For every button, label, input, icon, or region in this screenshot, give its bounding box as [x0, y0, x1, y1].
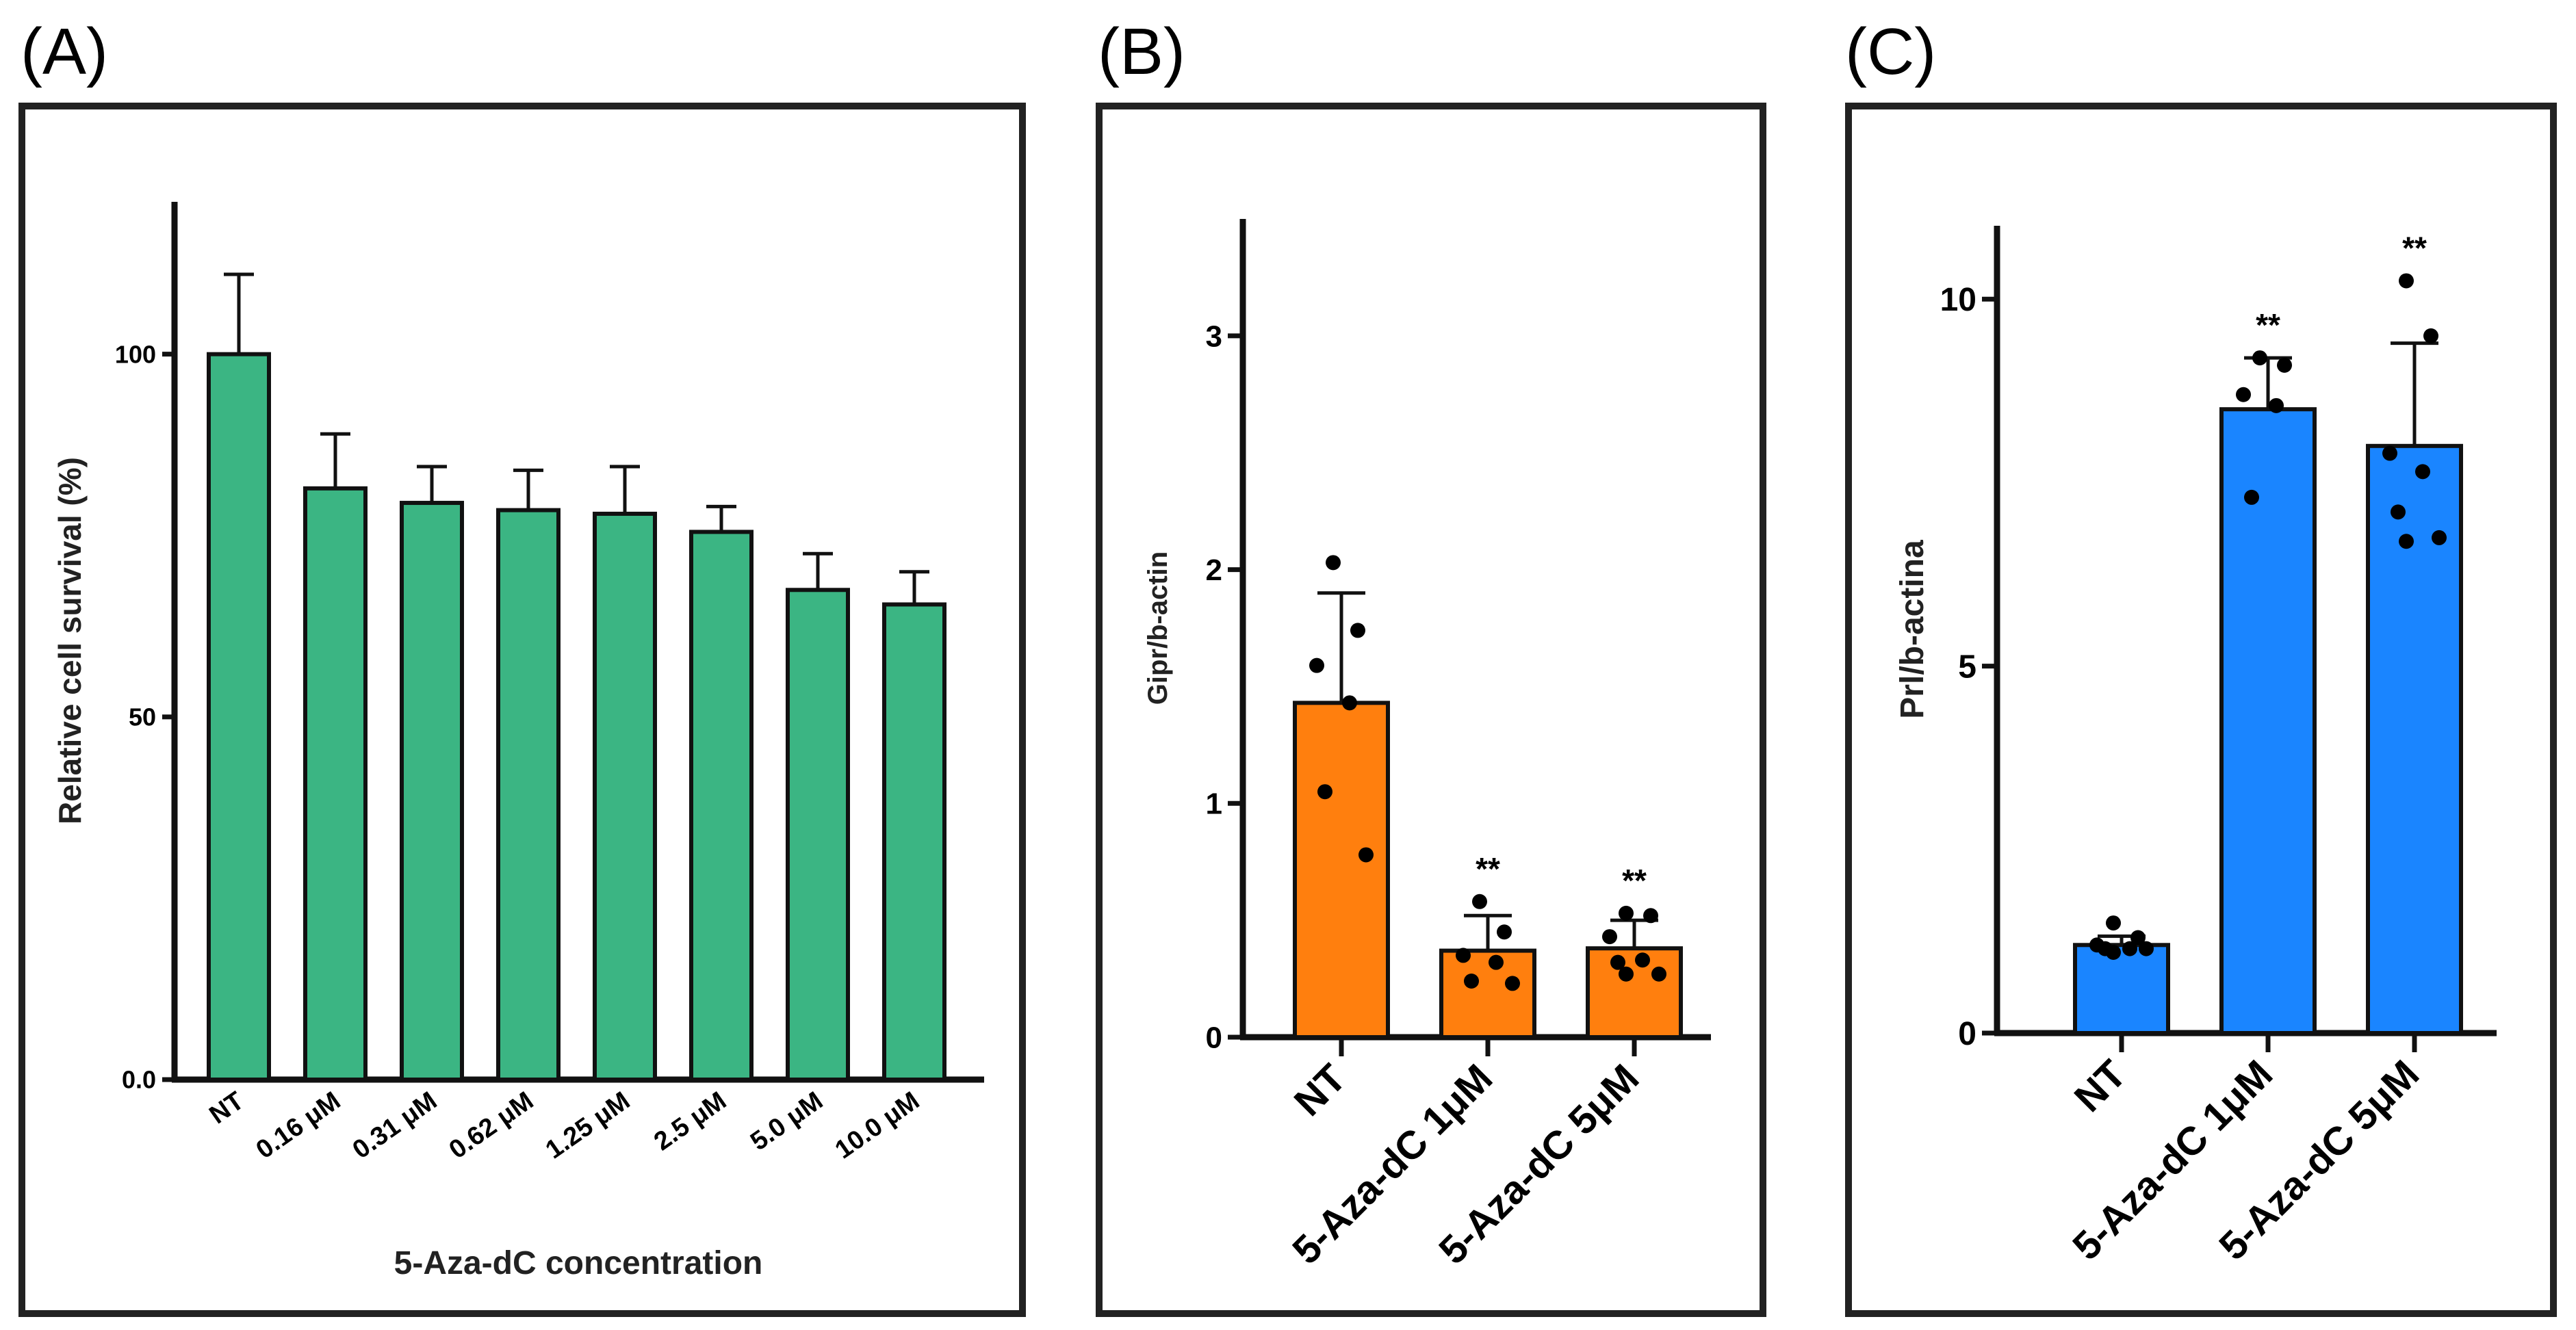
data-point — [2423, 328, 2438, 343]
panel-a-label: (A) — [21, 15, 108, 88]
x-axis-title: 5-Aza-dC concentration — [394, 1245, 763, 1281]
data-point — [1342, 695, 1357, 711]
data-point — [2399, 273, 2414, 289]
data-point — [1497, 924, 1512, 940]
bar — [593, 511, 657, 1082]
data-point — [2382, 445, 2397, 461]
data-point — [1505, 976, 1520, 991]
data-point — [1602, 929, 1617, 945]
panel-c-label: (C) — [1845, 15, 1936, 88]
y-tick-label: 3 — [1206, 320, 1222, 353]
y-tick-label: 50 — [129, 703, 156, 731]
bar — [1586, 946, 1683, 1039]
data-point — [2106, 945, 2121, 960]
data-point — [2269, 397, 2284, 413]
bar — [2073, 943, 2170, 1035]
x-tick-label: 5.0 μM — [745, 1086, 828, 1156]
significance-marker: ** — [1476, 851, 1500, 887]
bar — [2219, 407, 2317, 1035]
data-point — [1619, 966, 1634, 982]
bar — [400, 501, 464, 1082]
y-axis-title: Gipr/b-actin — [1143, 551, 1173, 705]
x-tick-label: NT — [205, 1086, 250, 1130]
data-point — [1610, 954, 1625, 970]
data-point — [2277, 357, 2292, 373]
bar — [1439, 948, 1536, 1039]
panel-b-label: (B) — [1098, 15, 1185, 88]
x-tick-label: 0.62 μM — [444, 1086, 539, 1164]
data-point — [1489, 954, 1504, 970]
data-point — [2432, 530, 2447, 545]
significance-marker: ** — [2402, 230, 2427, 265]
panel-b-frame — [1096, 103, 1766, 1317]
y-tick-label: 0.0 — [122, 1066, 156, 1094]
bar — [303, 486, 368, 1082]
x-tick-label: 1.25 μM — [541, 1086, 635, 1164]
panel-a-frame — [18, 103, 1026, 1317]
data-point — [2106, 915, 2121, 931]
data-point — [2139, 941, 2154, 956]
data-point — [2122, 941, 2137, 956]
bar — [786, 588, 850, 1082]
data-point — [1464, 973, 1479, 989]
y-axis-title: Relative cell survival (%) — [52, 457, 88, 824]
bar — [207, 352, 271, 1082]
data-point — [1350, 623, 1365, 638]
data-point — [1619, 905, 1634, 921]
significance-marker: ** — [2256, 307, 2280, 343]
x-tick-label: 10.0 μM — [830, 1086, 925, 1164]
data-point — [2391, 504, 2406, 520]
x-tick-label: NT — [2066, 1052, 2135, 1121]
data-point — [1472, 894, 1487, 909]
panel-c-frame — [1845, 103, 2557, 1317]
data-point — [2236, 387, 2251, 402]
y-tick-label: 0 — [1958, 1016, 1976, 1052]
data-point — [1326, 555, 1341, 571]
data-point — [2252, 350, 2267, 366]
data-point — [1317, 784, 1332, 800]
y-tick-label: 0 — [1206, 1021, 1222, 1054]
data-point — [2399, 534, 2414, 549]
data-point — [2415, 464, 2430, 480]
bar — [1293, 701, 1390, 1039]
y-tick-label: 2 — [1206, 553, 1222, 587]
y-tick-label: 100 — [115, 340, 156, 368]
data-point — [2130, 930, 2146, 946]
significance-marker: ** — [1622, 863, 1647, 898]
x-tick-label: 2.5 μM — [649, 1086, 732, 1156]
bar — [496, 508, 561, 1082]
data-point — [2244, 489, 2259, 505]
data-point — [1651, 966, 1666, 982]
panel-a-chart: 0.0 50 100 Relative cell survival (%) 5-Aza-… — [52, 202, 984, 1281]
x-tick-label: NT — [1286, 1056, 1355, 1125]
bar — [882, 602, 946, 1082]
y-tick-label: 5 — [1958, 649, 1976, 685]
data-point — [1456, 948, 1471, 963]
bar — [2366, 443, 2463, 1035]
y-axis-title: Prl/b-actina — [1894, 540, 1931, 719]
bar — [689, 530, 754, 1082]
data-point — [1635, 952, 1650, 968]
data-point — [1358, 847, 1374, 863]
x-tick-label: 0.31 μM — [348, 1086, 442, 1164]
y-tick-label: 10 — [1940, 282, 1976, 318]
y-tick-label: 1 — [1206, 787, 1222, 821]
data-point — [1309, 657, 1324, 673]
data-point — [1643, 908, 1658, 924]
x-tick-label: 0.16 μM — [251, 1086, 346, 1164]
